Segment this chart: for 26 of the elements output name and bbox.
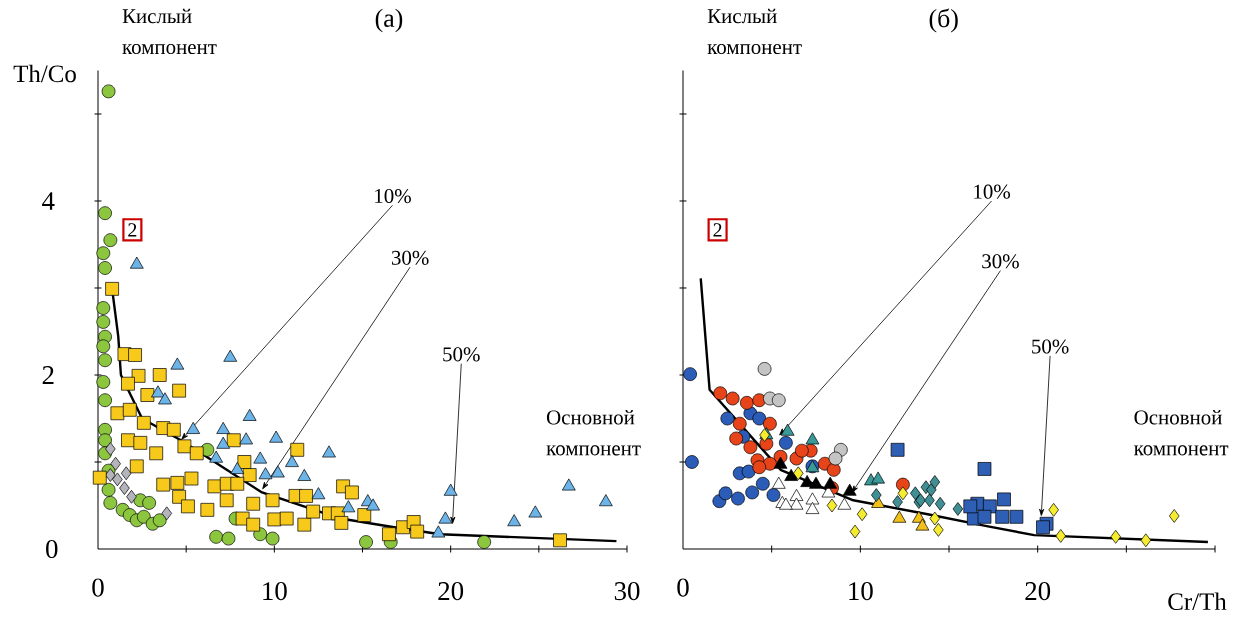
text: Кислый компонент: [122, 8, 217, 55]
y-tick-label: 4: [42, 192, 55, 210]
annotation: 2: [713, 223, 722, 237]
annotation: 50%: [1032, 339, 1069, 354]
annotation: 30%: [391, 250, 429, 265]
annotation: 50%: [443, 347, 480, 362]
x-axis-title: Cr/Th: [1168, 592, 1227, 611]
x-tick-label: 10: [263, 582, 287, 601]
x-tick-label: 0: [677, 578, 689, 597]
annotation: Основной компонент: [546, 409, 641, 456]
x-tick-label: 30: [614, 582, 640, 601]
y-axis-title: Th/Co: [13, 64, 76, 83]
x-tick-label: 10: [849, 582, 873, 601]
chart-title: (б): [929, 8, 958, 33]
y-tick-label: 2: [42, 366, 54, 384]
x-tick-label: 0: [92, 578, 104, 597]
chart-title: (а): [375, 8, 403, 33]
annotation: 10%: [974, 184, 1011, 199]
annotation: 30%: [982, 254, 1019, 269]
x-tick-label: 20: [438, 582, 464, 601]
annotation: 10%: [375, 188, 411, 204]
x-tick-label: 20: [1025, 582, 1051, 601]
text: Кислый компонент: [707, 8, 802, 55]
y-tick-label: 0: [46, 539, 58, 559]
annotation: Основной компонент: [1134, 409, 1229, 456]
annotation: 2: [128, 223, 137, 237]
